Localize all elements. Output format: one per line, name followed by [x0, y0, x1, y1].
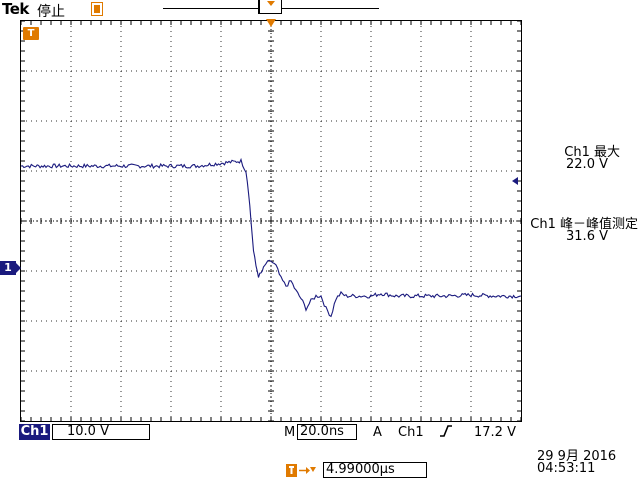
ch1-ground-marker-icon[interactable]: 1: [0, 261, 21, 275]
time-display: 04:53:11: [537, 461, 596, 476]
measurement-2-value: 31.6 V: [566, 229, 608, 244]
timebase-prefix: M: [284, 425, 296, 440]
timebase-value: 20.0ns: [297, 424, 357, 440]
graticule: [21, 21, 521, 421]
channel-1-scale: 10.0 V: [52, 424, 150, 440]
trigger-level: 17.2 V: [474, 425, 516, 440]
record-view-window: [258, 0, 282, 14]
horizontal-position-value: 4.99000µs: [323, 462, 427, 478]
measurement-1-label: Ch1 最大: [564, 145, 620, 160]
rising-edge-icon: [439, 424, 453, 442]
waveform-display[interactable]: [20, 20, 522, 422]
trigger-source: Ch1: [398, 425, 424, 440]
trigger-position-marker-icon[interactable]: [266, 19, 276, 27]
trigger-mode: A: [373, 425, 382, 440]
channel-1-indicator[interactable]: Ch1: [19, 424, 50, 440]
measurement-1-value: 22.0 V: [566, 157, 608, 172]
ch1-waveform-trace: [21, 157, 521, 318]
trigger-point-icon: [267, 1, 275, 6]
brand-logo: Tek: [2, 0, 29, 18]
trigger-position-icon: [91, 2, 103, 16]
measurement-2-label: Ch1 峰－峰值测定: [528, 213, 638, 232]
acquisition-state: 停止: [37, 4, 65, 20]
trigger-level-marker-icon[interactable]: [512, 177, 518, 185]
horizontal-position-icon: [286, 464, 316, 477]
date-display: 29 9月 2016: [537, 449, 617, 464]
trigger-marker-icon[interactable]: T: [23, 27, 39, 40]
